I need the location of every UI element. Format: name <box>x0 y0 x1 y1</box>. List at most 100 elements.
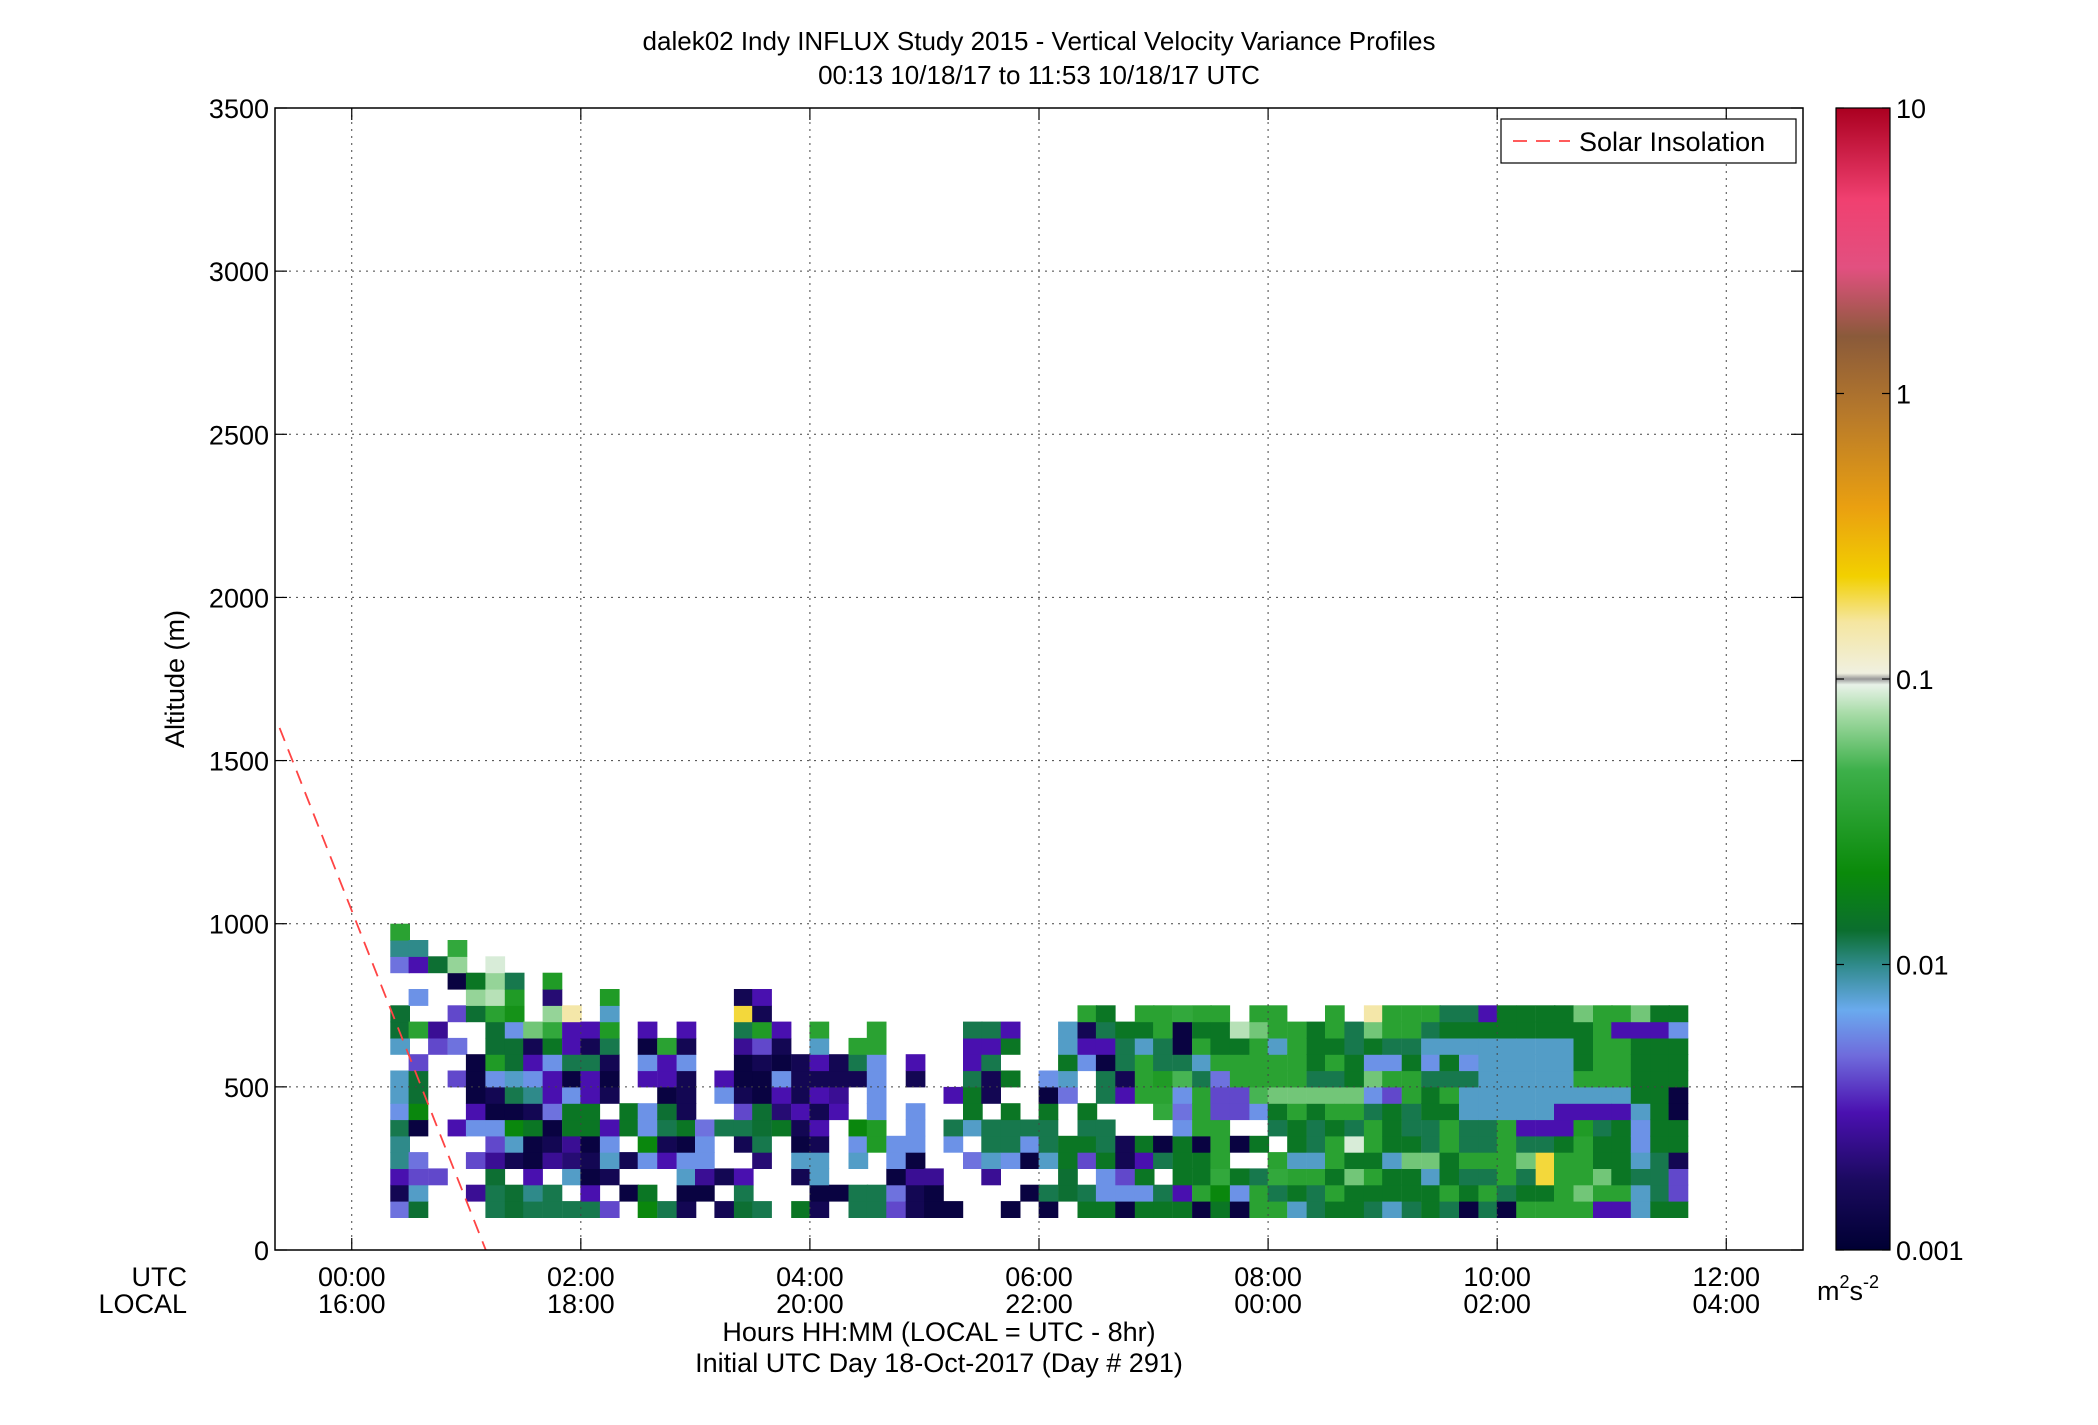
x-tick-label-local: 18:00 <box>547 1289 615 1319</box>
heatmap-cell <box>1325 1168 1345 1186</box>
heatmap-cell <box>676 1184 697 1202</box>
heatmap-cell <box>1095 1037 1116 1055</box>
heatmap-cell <box>1325 1054 1345 1072</box>
heatmap-cell <box>485 1070 506 1088</box>
heatmap-cell <box>1535 1135 1556 1153</box>
heatmap-cell <box>1421 1135 1441 1153</box>
y-tick-label: 2000 <box>209 583 269 613</box>
heatmap-cell <box>1630 1070 1651 1088</box>
heatmap-cell <box>1611 1168 1631 1186</box>
heatmap-cell <box>1650 1005 1670 1023</box>
heatmap-cell <box>1573 1201 1594 1218</box>
x-tick-label-utc: 04:00 <box>776 1262 844 1292</box>
heatmap-cell <box>1172 1037 1193 1055</box>
heatmap-cell <box>542 1201 563 1218</box>
heatmap-cell <box>1630 1184 1651 1202</box>
heatmap-cell <box>1287 1135 1307 1153</box>
heatmap-cell <box>791 1086 811 1104</box>
heatmap-cell <box>886 1201 906 1218</box>
heatmap-cell <box>390 956 410 974</box>
heatmap-cell <box>1516 1184 1536 1202</box>
heatmap-cell <box>1134 1005 1155 1023</box>
heatmap-cell <box>1496 1184 1517 1202</box>
heatmap-cell <box>637 1152 658 1169</box>
heatmap-cell <box>1554 1184 1574 1202</box>
x-axis-sublabel: Initial UTC Day 18-Oct-2017 (Day # 291) <box>695 1348 1183 1378</box>
heatmap-cell <box>1287 1021 1307 1039</box>
heatmap-cell <box>866 1070 887 1088</box>
heatmap-cell <box>866 1054 887 1072</box>
heatmap-cell <box>1496 1103 1517 1121</box>
heatmap-cell <box>1382 1152 1402 1169</box>
heatmap-cell <box>542 1135 563 1153</box>
heatmap-cell <box>1344 1086 1365 1104</box>
heatmap-cell <box>637 1070 658 1088</box>
heatmap-cell <box>752 1021 772 1039</box>
heatmap-cell <box>1401 1184 1422 1202</box>
heatmap-cell <box>1344 1184 1365 1202</box>
heatmap-cell <box>1344 1135 1365 1153</box>
heatmap-cell <box>1593 1005 1613 1023</box>
heatmap-cell <box>1554 1037 1574 1055</box>
heatmap-cell <box>1573 1005 1594 1023</box>
heatmap-cell <box>1020 1152 1040 1169</box>
heatmap-cell <box>1535 1119 1556 1137</box>
heatmap-cell <box>1287 1184 1307 1202</box>
heatmap-cell <box>1611 1086 1631 1104</box>
heatmap-cell <box>1210 1070 1231 1088</box>
heatmap-cell <box>752 1152 772 1169</box>
heatmap-cell <box>1516 1037 1536 1055</box>
heatmap-cell <box>637 1201 658 1218</box>
heatmap-cell <box>1593 1037 1613 1055</box>
heatmap-cell <box>485 1037 506 1055</box>
heatmap-cell <box>1496 1021 1517 1039</box>
heatmap-cell <box>1668 1184 1689 1202</box>
heatmap-cell <box>504 1005 525 1023</box>
heatmap-cell <box>1153 1005 1173 1023</box>
heatmap-cell <box>1306 1184 1327 1202</box>
heatmap-cell <box>599 1119 620 1137</box>
heatmap-cell <box>1287 1054 1307 1072</box>
heatmap-cell <box>465 1005 486 1023</box>
heatmap-cell <box>1095 1021 1116 1039</box>
heatmap-cell <box>1192 1021 1212 1039</box>
heatmap-cell <box>695 1119 715 1137</box>
heatmap-cell <box>1439 1103 1460 1121</box>
heatmap-cell <box>1229 1054 1250 1072</box>
heatmap-cell <box>408 1184 429 1202</box>
heatmap-cell <box>465 1184 486 1202</box>
heatmap-cell <box>408 940 429 957</box>
heatmap-cell <box>809 1119 830 1137</box>
heatmap-cell <box>676 1103 697 1121</box>
heatmap-cell <box>1038 1119 1059 1137</box>
heatmap-cell <box>1650 1054 1670 1072</box>
heatmap-cell <box>1668 1152 1689 1169</box>
heatmap-cell <box>1134 1168 1155 1186</box>
heatmap-cell <box>1516 1070 1536 1088</box>
heatmap-cell <box>504 1152 525 1169</box>
heatmap-cell <box>562 1201 582 1218</box>
heatmap-cell <box>1573 1021 1594 1039</box>
heatmap-cell <box>1172 1152 1193 1169</box>
heatmap-cell <box>1095 1005 1116 1023</box>
heatmap-cell <box>1172 1201 1193 1218</box>
heatmap-cell <box>1421 1070 1441 1088</box>
heatmap-cell <box>1401 1152 1422 1169</box>
heatmap-cell <box>447 956 468 974</box>
heatmap-cell <box>1668 1005 1689 1023</box>
heatmap-cell <box>408 1086 429 1104</box>
heatmap-cell <box>523 1168 543 1186</box>
heatmap-cell <box>1363 1119 1384 1137</box>
heatmap-cell <box>1153 1103 1173 1121</box>
heatmap-cell <box>733 1119 754 1137</box>
heatmap-cell <box>1421 1086 1441 1104</box>
heatmap-cell <box>599 1201 620 1218</box>
heatmap-cell <box>752 1201 772 1218</box>
heatmap-cell <box>1401 1086 1422 1104</box>
x-tick-label-utc: 08:00 <box>1234 1262 1302 1292</box>
heatmap-cell <box>1439 1070 1460 1088</box>
heatmap-cell <box>562 1103 582 1121</box>
heatmap-cell <box>465 1103 486 1121</box>
heatmap-cell <box>1058 1184 1078 1202</box>
heatmap-cell <box>465 972 486 990</box>
